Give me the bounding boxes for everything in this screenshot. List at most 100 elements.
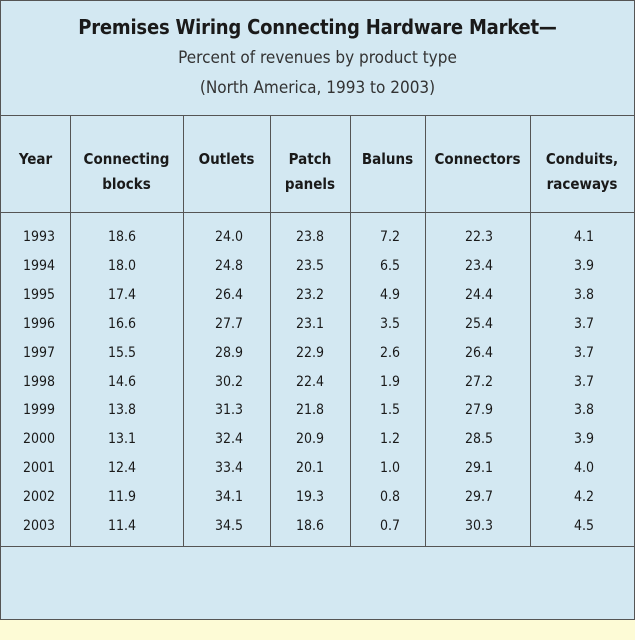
table-cell: 22.9 <box>295 344 325 361</box>
table-cell: 23.2 <box>295 286 325 303</box>
table-cell: 22.4 <box>295 373 325 390</box>
table-cell: 4.2 <box>573 489 595 506</box>
row-year: 1993 <box>22 229 56 245</box>
column-header-line: Connecting <box>83 150 170 168</box>
table-cell: 33.4 <box>214 460 244 477</box>
table-cell: 31.3 <box>214 402 244 419</box>
column-header: Baluns <box>350 147 425 172</box>
table-cell: 3.9 <box>573 257 595 274</box>
table-cell: 30.3 <box>464 518 494 534</box>
body-bottom-divider <box>1 546 634 547</box>
table-cell: 13.1 <box>107 431 137 448</box>
table-cell: 29.1 <box>464 460 494 477</box>
row-year: 1994 <box>22 257 56 274</box>
table-cell: 24.8 <box>214 257 244 274</box>
title-divider <box>1 115 634 116</box>
column-divider <box>70 115 71 546</box>
table-cell: 28.5 <box>464 431 494 448</box>
table-cell: 13.8 <box>107 402 137 419</box>
column-divider <box>425 115 426 546</box>
table-cell: 27.2 <box>464 373 494 390</box>
table-cell: 6.5 <box>379 257 401 274</box>
table-cell: 1.2 <box>379 431 401 448</box>
column-header-line: Connectors <box>434 150 521 168</box>
table-title: Premises Wiring Connecting Hardware Mark… <box>78 15 557 39</box>
table-cell: 26.4 <box>464 344 494 361</box>
table-cell: 16.6 <box>107 315 137 332</box>
column-header-line: Year <box>18 150 53 168</box>
column-header-line: Patch <box>288 150 332 168</box>
table-cell: 3.8 <box>573 402 595 419</box>
column-divider <box>530 115 531 546</box>
table-cell: 0.8 <box>379 489 401 506</box>
row-year: 2001 <box>22 460 56 477</box>
table-cell: 4.5 <box>573 518 595 534</box>
table-cell: 24.4 <box>464 286 494 303</box>
table-panel: Premises Wiring Connecting Hardware Mark… <box>0 0 635 620</box>
column-header-line: Outlets <box>198 150 255 168</box>
table-cell: 25.4 <box>464 315 494 332</box>
table-cell: 30.2 <box>214 373 244 390</box>
row-year: 2002 <box>22 489 56 506</box>
table-subtitle-range: (North America, 1993 to 2003) <box>199 78 436 98</box>
table-cell: 7.2 <box>379 229 401 245</box>
table-cell: 27.9 <box>464 402 494 419</box>
header-divider <box>1 212 634 213</box>
table-cell: 23.8 <box>295 229 325 245</box>
column-header: Connectors <box>425 147 530 172</box>
table-cell: 21.8 <box>295 402 325 419</box>
table-cell: 14.6 <box>107 373 137 390</box>
table-cell: 23.4 <box>464 257 494 274</box>
table-cell: 3.9 <box>573 431 595 448</box>
table-cell: 19.3 <box>295 489 325 506</box>
column-header: Outlets <box>183 147 270 172</box>
row-year: 1997 <box>22 344 56 361</box>
column-header: Conduits, raceways <box>530 147 634 197</box>
table-cell: 12.4 <box>107 460 137 477</box>
column-header-line: blocks <box>102 175 151 193</box>
table-cell: 22.3 <box>464 229 494 245</box>
row-year: 2000 <box>22 431 56 448</box>
column-divider <box>183 115 184 546</box>
table-cell: 11.4 <box>107 518 137 534</box>
table-cell: 3.7 <box>573 315 595 332</box>
column-header-line: raceways <box>546 175 618 193</box>
table-cell: 17.4 <box>107 286 137 303</box>
table-cell: 18.6 <box>295 518 325 534</box>
table-cell: 23.5 <box>295 257 325 274</box>
table-cell: 20.9 <box>295 431 325 448</box>
column-divider <box>350 115 351 546</box>
table-subtitle: Percent of revenues by product type <box>178 48 457 68</box>
table-cell: 32.4 <box>214 431 244 448</box>
column-header: Connecting blocks <box>70 147 183 197</box>
row-year: 1996 <box>22 315 56 332</box>
table-cell: 34.5 <box>214 518 244 534</box>
table-cell: 3.7 <box>573 344 595 361</box>
table-cell: 29.7 <box>464 489 494 506</box>
title-block: Premises Wiring Connecting Hardware Mark… <box>1 1 634 115</box>
table-cell: 20.1 <box>295 460 325 477</box>
table-cell: 3.8 <box>573 286 595 303</box>
column-header: Year <box>1 147 70 172</box>
row-year: 2003 <box>22 518 56 534</box>
table-cell: 1.9 <box>379 373 401 390</box>
table-cell: 3.5 <box>379 315 401 332</box>
column-divider <box>270 115 271 546</box>
column-header-line: Conduits, <box>545 150 619 168</box>
table-cell: 3.7 <box>573 373 595 390</box>
table-cell: 24.0 <box>214 229 244 245</box>
table-cell: 15.5 <box>107 344 137 361</box>
row-year: 1998 <box>22 373 56 390</box>
column-header-line: Baluns <box>361 150 414 168</box>
table-cell: 18.6 <box>107 229 137 245</box>
table-cell: 28.9 <box>214 344 244 361</box>
table-cell: 18.0 <box>107 257 137 274</box>
table-cell: 2.6 <box>379 344 401 361</box>
column-header-line: panels <box>284 175 336 193</box>
table-cell: 34.1 <box>214 489 244 506</box>
table-cell: 4.9 <box>379 286 401 303</box>
table-cell: 27.7 <box>214 315 244 332</box>
column-header: Patch panels <box>270 147 350 197</box>
table-cell: 0.7 <box>379 518 401 534</box>
table-cell: 4.1 <box>573 229 595 245</box>
